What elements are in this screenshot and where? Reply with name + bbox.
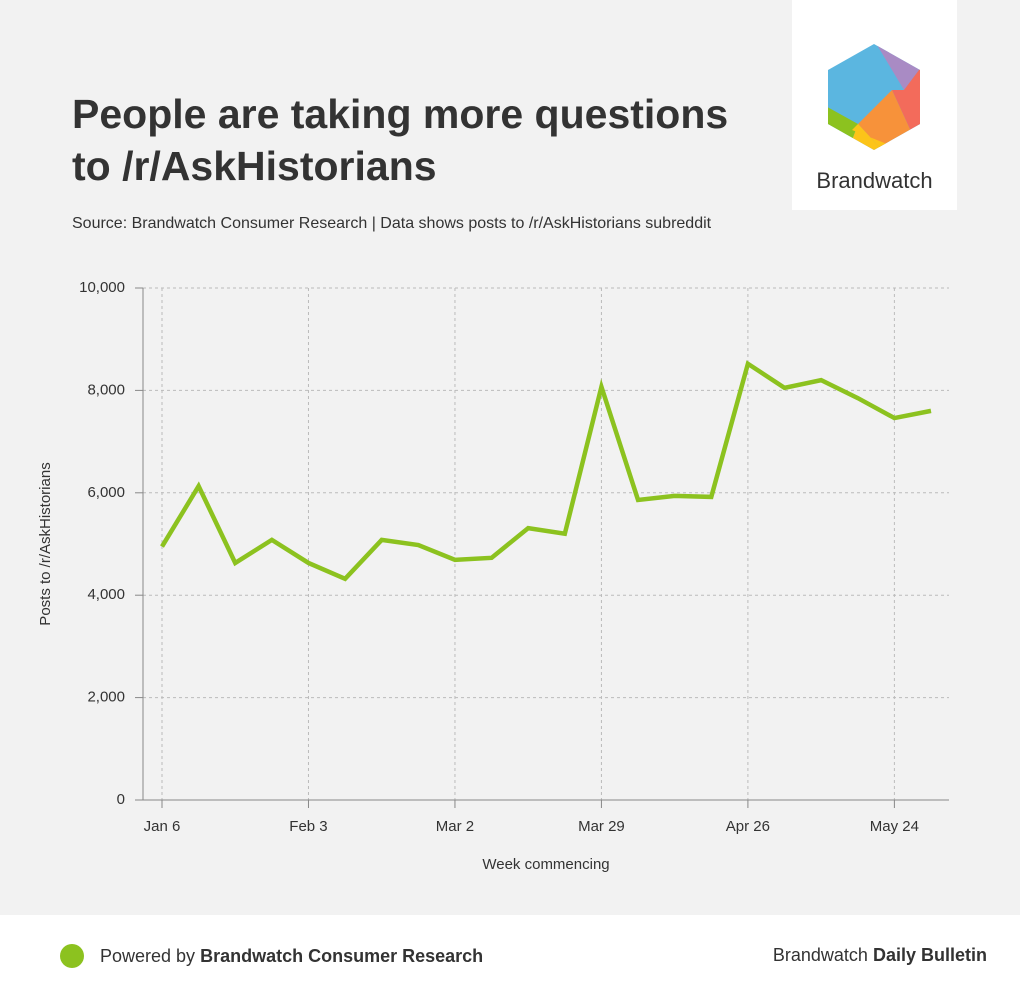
footer: Powered by Brandwatch Consumer Research … xyxy=(0,915,1020,997)
y-tick-label: 0 xyxy=(117,791,125,808)
logo-text: Brandwatch xyxy=(816,168,933,193)
footer-prefix: Powered by xyxy=(100,946,196,966)
x-tick-label: Feb 3 xyxy=(289,818,327,835)
x-axis-label: Week commencing xyxy=(482,856,609,873)
x-tick-label: Mar 2 xyxy=(436,818,474,835)
x-tick-label: Jan 6 xyxy=(144,818,181,835)
x-tick-label: May 24 xyxy=(870,818,919,835)
y-tick-label: 10,000 xyxy=(79,279,125,296)
y-tick-label: 4,000 xyxy=(87,586,125,603)
y-tick-label: 6,000 xyxy=(87,484,125,501)
logo-icon xyxy=(828,44,920,150)
line-series xyxy=(160,360,932,582)
x-tick-label: Apr 26 xyxy=(726,818,770,835)
footer-left: Powered by Brandwatch Consumer Research xyxy=(100,946,483,967)
y-axis-label: Posts to /r/AskHistorians xyxy=(37,462,54,625)
footer-prefix: Brandwatch xyxy=(772,945,868,965)
y-tick-label: 8,000 xyxy=(87,381,125,398)
y-tick-label: 2,000 xyxy=(87,689,125,706)
x-tick-label: Mar 29 xyxy=(578,818,625,835)
footer-dot xyxy=(60,944,84,968)
logo: Brandwatch xyxy=(792,0,957,210)
chart: Posts to /r/AskHistorians Week commencin… xyxy=(37,279,949,873)
chart-title: People are taking more questions to /r/A… xyxy=(72,91,729,189)
footer-bold: Daily Bulletin xyxy=(872,945,987,965)
chart-subtitle: Source: Brandwatch Consumer Research | D… xyxy=(72,215,712,232)
footer-bold: Brandwatch Consumer Research xyxy=(200,946,484,966)
footer-right: Brandwatch Daily Bulletin xyxy=(773,945,987,966)
